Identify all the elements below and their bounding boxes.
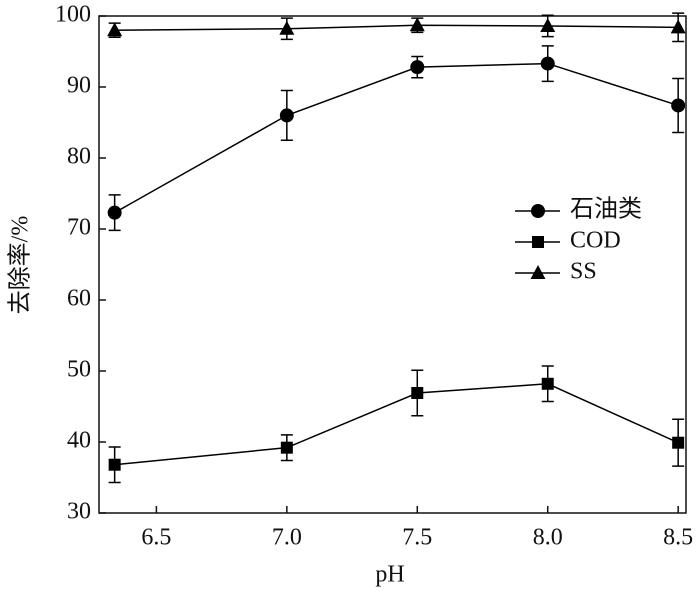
marker — [540, 56, 555, 71]
marker — [411, 387, 424, 400]
marker — [409, 17, 425, 32]
legend-marker — [532, 236, 544, 248]
x-tick-label: 6.5 — [141, 525, 171, 551]
y-tick-label: 90 — [67, 73, 91, 99]
plot-frame — [98, 15, 687, 514]
marker — [540, 17, 556, 32]
y-axis-label: 去除率/% — [7, 216, 34, 315]
marker — [541, 377, 554, 390]
legend-marker — [531, 204, 545, 218]
legend-label: COD — [570, 228, 621, 254]
series-line — [114, 24, 679, 31]
marker — [280, 441, 293, 454]
y-tick-label: 40 — [67, 428, 91, 454]
y-tick-label: 60 — [67, 286, 91, 312]
marker — [279, 20, 295, 35]
y-tick-label: 50 — [67, 357, 91, 383]
series-line — [114, 383, 679, 466]
y-tick-label: 100 — [55, 2, 91, 28]
legend-label: 石油类 — [570, 196, 642, 223]
marker — [107, 22, 123, 37]
marker — [279, 108, 294, 123]
marker — [670, 19, 686, 34]
series-line — [114, 62, 679, 214]
x-tick-label: 8.5 — [663, 525, 693, 551]
marker — [671, 98, 686, 113]
x-tick-label: 7.5 — [402, 525, 432, 551]
legend-label: SS — [570, 259, 597, 285]
y-tick-label: 30 — [67, 499, 91, 525]
x-tick-label: 8.0 — [533, 525, 563, 551]
x-tick-label: 7.0 — [272, 525, 302, 551]
y-tick-label: 80 — [67, 144, 91, 170]
marker — [410, 60, 425, 75]
marker — [107, 205, 122, 220]
marker — [108, 458, 121, 471]
marker — [672, 436, 685, 449]
legend-marker — [530, 265, 546, 279]
y-tick-label: 70 — [67, 215, 91, 241]
x-axis-label: pH — [375, 562, 404, 588]
